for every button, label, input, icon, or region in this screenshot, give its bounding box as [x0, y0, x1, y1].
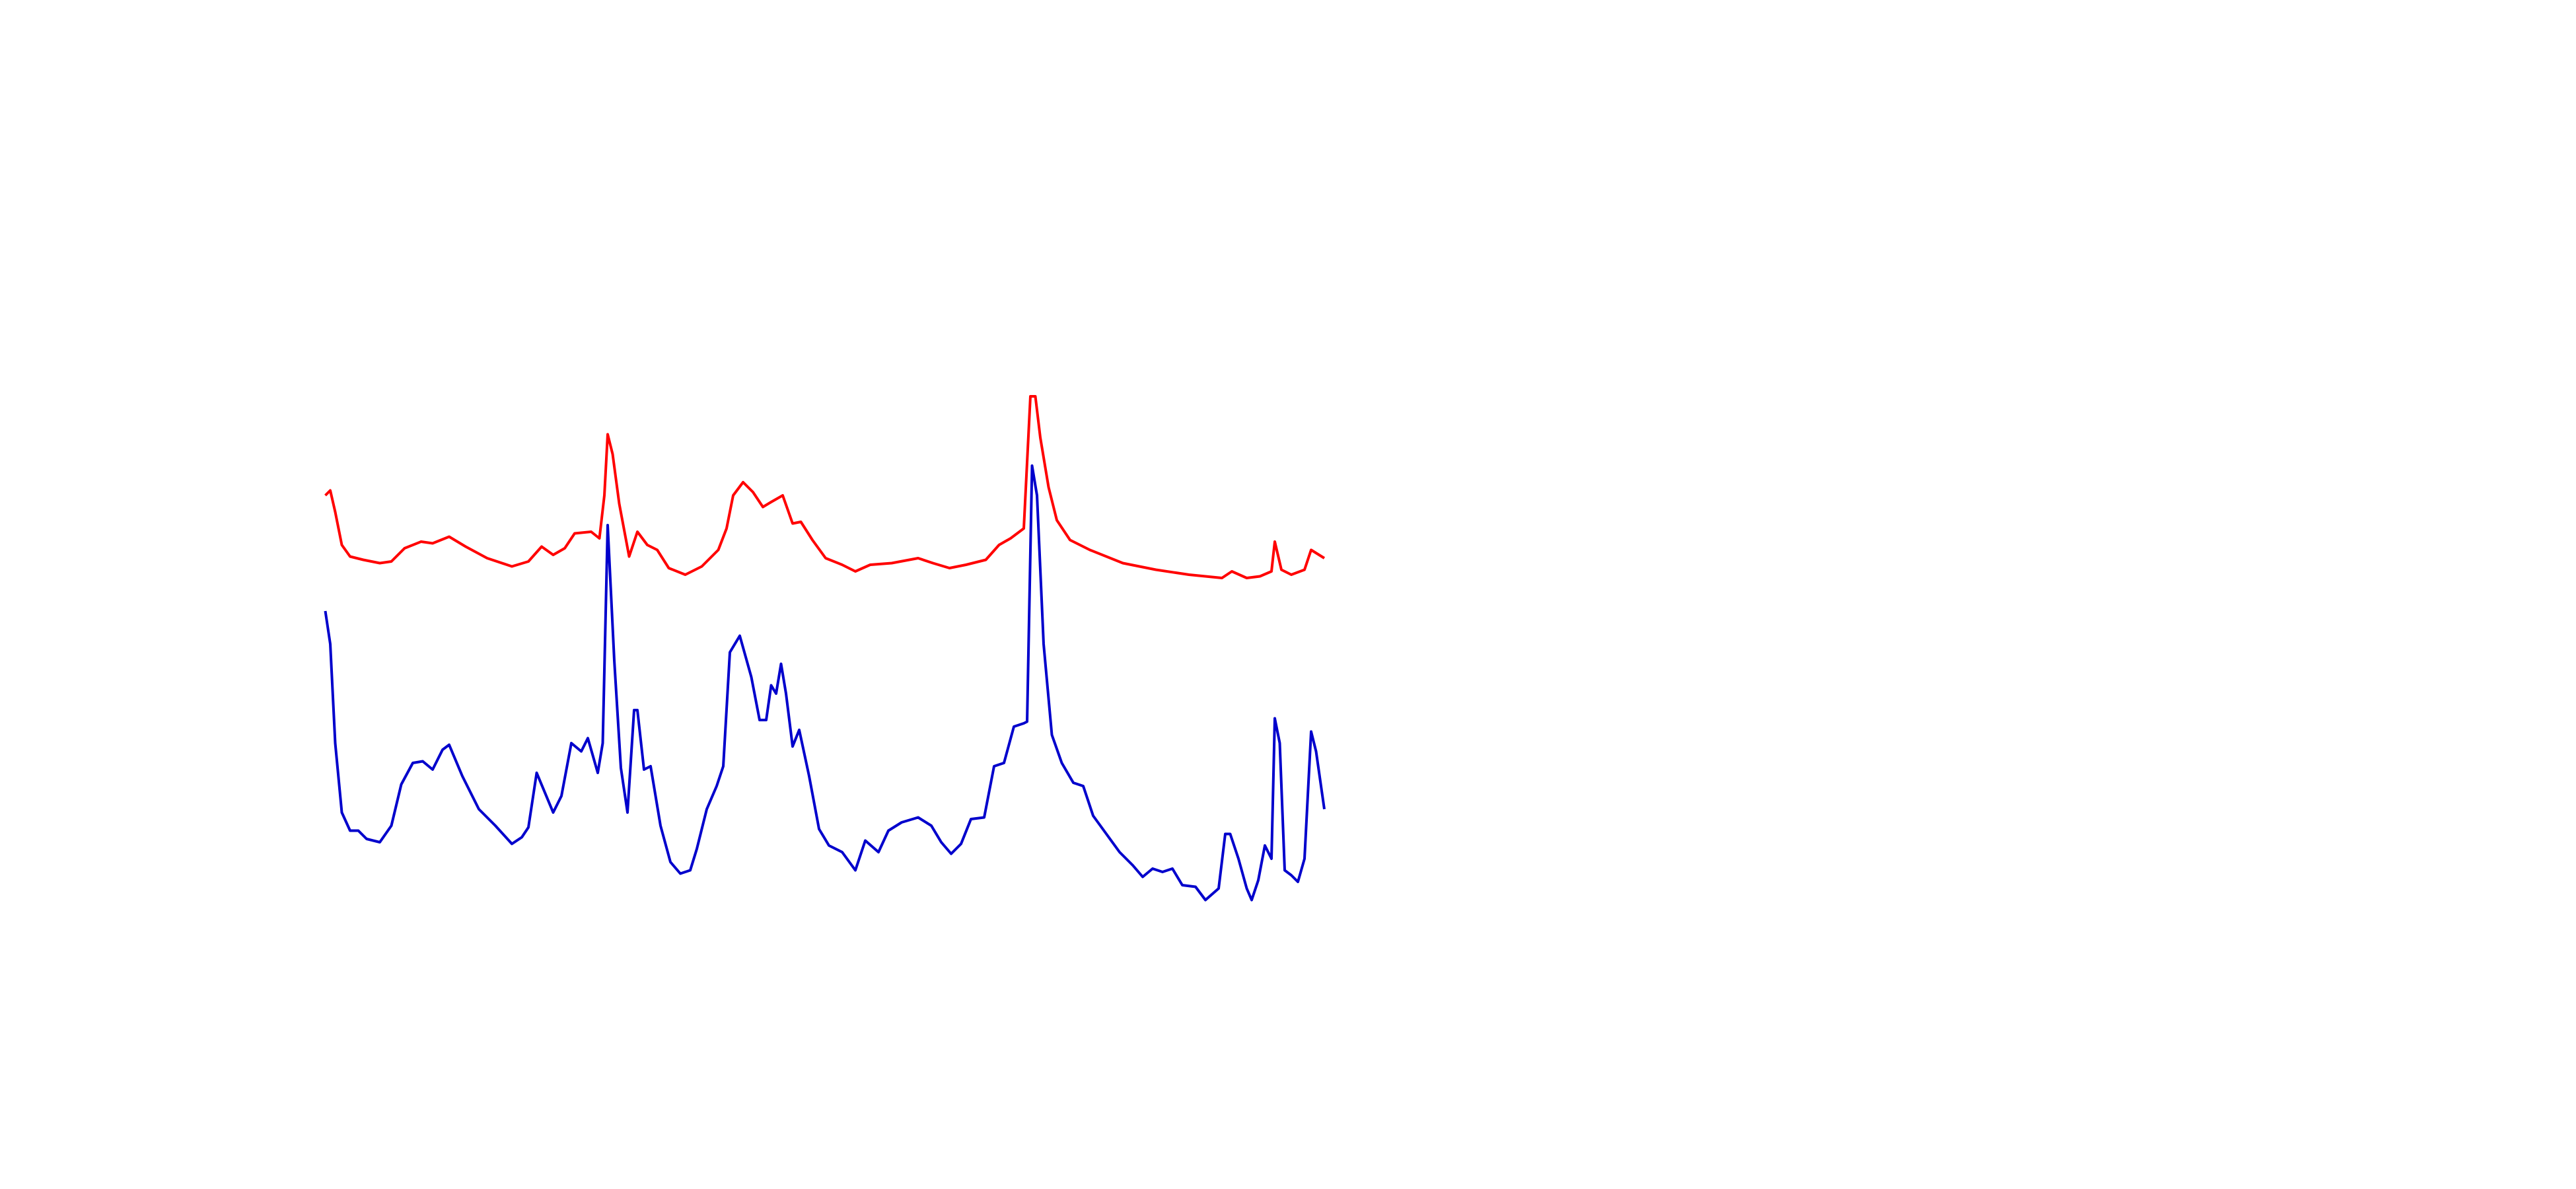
series-line — [324, 395, 1326, 579]
series-line — [324, 464, 1326, 902]
